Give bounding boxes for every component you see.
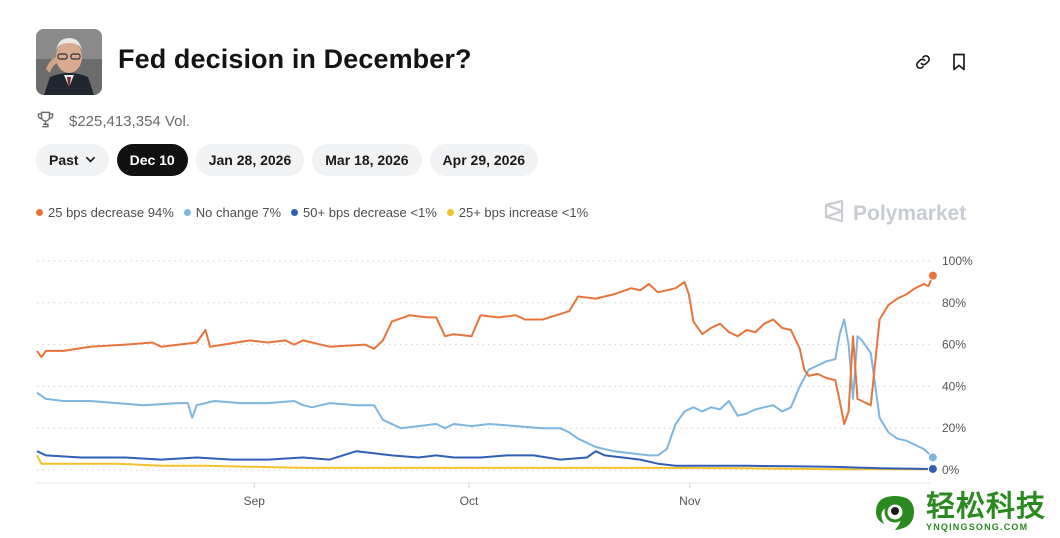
legend-dot bbox=[446, 209, 454, 216]
series-line-25-bps-decrease[interactable] bbox=[36, 275, 934, 425]
series-end-point bbox=[927, 463, 938, 474]
tab-apr-29-2026[interactable]: Apr 29, 2026 bbox=[429, 144, 539, 176]
y-tick-label: 40% bbox=[942, 379, 966, 393]
y-tick-label: 60% bbox=[942, 338, 966, 352]
polymarket-icon bbox=[822, 199, 846, 229]
legend-item-50bps-decrease[interactable]: 50+ bps decrease <1% bbox=[291, 205, 437, 220]
volume-text: $225,413,354 Vol. bbox=[69, 113, 190, 130]
tab-mar-18-2026[interactable]: Mar 18, 2026 bbox=[312, 144, 422, 176]
polymarket-logo: Polymarket bbox=[822, 199, 966, 229]
x-tick-label: Nov bbox=[679, 494, 700, 508]
volume-row: $225,413,354 Vol. bbox=[36, 110, 190, 133]
x-tick-label: Oct bbox=[460, 494, 479, 508]
series-line-25-bps-increase[interactable] bbox=[36, 454, 933, 471]
legend-label: 25 bps decrease 94% bbox=[48, 205, 174, 220]
trophy-icon bbox=[36, 110, 55, 133]
chart-legend: 25 bps decrease 94% No change 7% 50+ bps… bbox=[36, 205, 588, 220]
y-tick-label: 0% bbox=[942, 463, 960, 477]
watermark-text-en: YNQINGSONG.COM bbox=[926, 522, 1029, 532]
tab-mar-18-label: Mar 18, 2026 bbox=[325, 152, 409, 168]
link-icon[interactable] bbox=[911, 50, 935, 74]
date-tabs: Past Dec 10 Jan 28, 2026 Mar 18, 2026 Ap… bbox=[36, 144, 539, 176]
watermark-logo-icon bbox=[876, 496, 914, 530]
market-avatar bbox=[36, 29, 102, 95]
legend-item-25bps-increase[interactable]: 25+ bps increase <1% bbox=[446, 205, 589, 220]
series-end-point bbox=[927, 270, 938, 281]
legend-item-no-change[interactable]: No change 7% bbox=[183, 205, 282, 220]
series-line-no-change[interactable] bbox=[36, 318, 934, 459]
series-line-50-bps-decrease[interactable] bbox=[36, 450, 933, 470]
tab-apr-29-label: Apr 29, 2026 bbox=[442, 152, 526, 168]
y-tick-label: 80% bbox=[942, 296, 966, 310]
legend-label: 25+ bps increase <1% bbox=[458, 205, 589, 220]
legend-label: 50+ bps decrease <1% bbox=[303, 205, 437, 220]
legend-dot bbox=[291, 209, 299, 216]
site-watermark: 轻松科技 YNQINGSONG.COM bbox=[870, 490, 1046, 534]
tab-jan-28-label: Jan 28, 2026 bbox=[208, 152, 292, 168]
bookmark-icon[interactable] bbox=[947, 50, 971, 74]
watermark-text-cn: 轻松科技 bbox=[926, 491, 1047, 523]
x-tick-label: Sep bbox=[244, 494, 266, 508]
tab-past-label: Past bbox=[49, 152, 79, 168]
legend-dot bbox=[36, 209, 43, 216]
y-tick-label: 20% bbox=[942, 421, 966, 435]
polymarket-wordmark: Polymarket bbox=[853, 202, 967, 225]
tab-dec-10-label: Dec 10 bbox=[129, 152, 175, 168]
legend-item-25bps-decrease[interactable]: 25 bps decrease 94% bbox=[36, 205, 174, 220]
y-tick-label: 100% bbox=[942, 254, 973, 268]
market-title: Fed decision in December? bbox=[118, 44, 472, 74]
series-end-point bbox=[927, 452, 938, 463]
tab-past[interactable]: Past bbox=[36, 144, 109, 176]
probability-chart[interactable]: 0% 20% 40% 60% 80% 100% Sep Oct Nov bbox=[0, 240, 1060, 520]
legend-label: No change 7% bbox=[195, 205, 282, 220]
tab-dec-10[interactable]: Dec 10 bbox=[116, 144, 188, 176]
chevron-down-icon bbox=[85, 152, 96, 168]
tab-jan-28-2026[interactable]: Jan 28, 2026 bbox=[195, 144, 305, 176]
legend-dot bbox=[183, 209, 191, 216]
